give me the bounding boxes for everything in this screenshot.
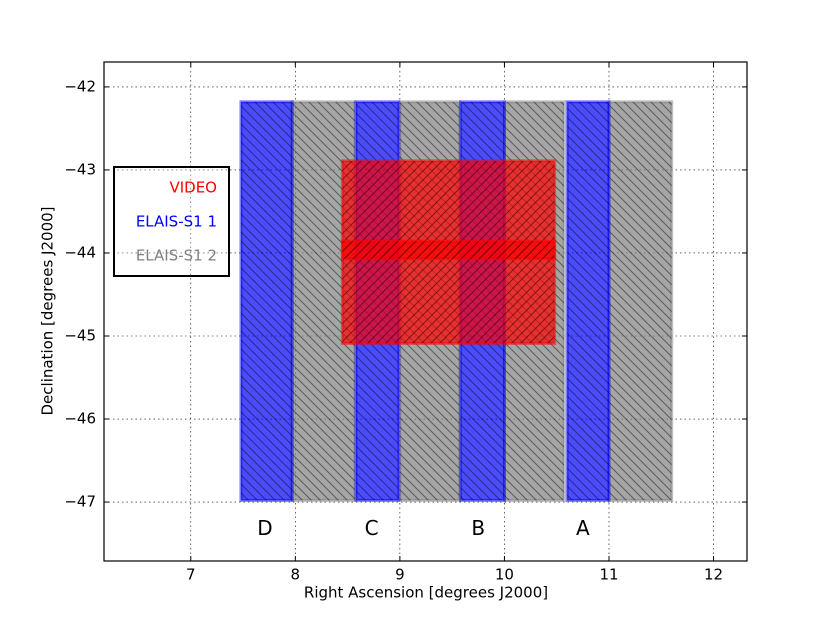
strip-label: D [257, 516, 272, 540]
region-hatch [240, 101, 293, 501]
y-tick-label: −45 [64, 326, 96, 344]
x-tick-label: 12 [704, 566, 723, 584]
x-tick-label: 10 [495, 566, 514, 584]
legend-label: ELAIS-S1 2 [136, 247, 217, 265]
y-tick-label: −44 [64, 243, 96, 261]
x-tick-label: 8 [291, 566, 301, 584]
x-axis-label: Right Ascension [degrees J2000] [304, 584, 548, 602]
strip-label: B [471, 516, 485, 540]
plot-frame [103, 61, 748, 562]
y-tick-label: −43 [64, 160, 96, 178]
y-tick-label: −47 [64, 493, 96, 511]
strip-label: C [365, 516, 379, 540]
legend-label: VIDEO [169, 179, 217, 197]
legend-label: ELAIS-S1 1 [136, 213, 217, 231]
legend-box [113, 166, 230, 277]
x-tick-label: 11 [599, 566, 618, 584]
region-hatch [608, 101, 672, 501]
x-tick-label: 7 [186, 566, 196, 584]
strip-label: A [576, 516, 590, 540]
y-tick-label: −42 [64, 77, 96, 95]
x-tick-label: 9 [395, 566, 405, 584]
y-axis-label: Declination [degrees J2000] [39, 206, 57, 415]
region-hatch [342, 241, 555, 259]
region-hatch [567, 101, 609, 501]
y-tick-label: −46 [64, 410, 96, 428]
